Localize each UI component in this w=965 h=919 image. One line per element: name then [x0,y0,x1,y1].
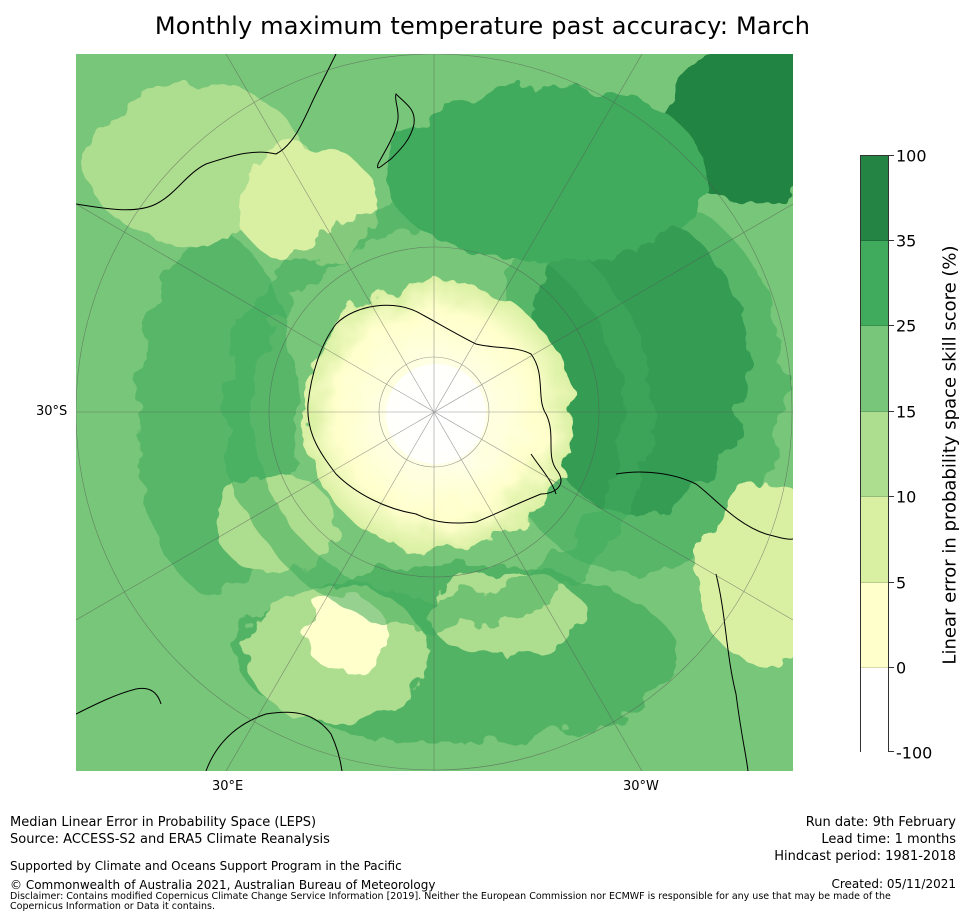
colorbar-tick-neg100: -100 [896,743,933,763]
graticule [76,54,793,771]
australia-coastline [76,54,337,211]
colorbar-tickmark [889,751,894,752]
colorbar-seg-0-5 [861,583,888,668]
colorbar-label: Linear error in probability space skill … [939,245,961,665]
antarctica-coastline [307,304,562,524]
colorbar-seg-35-100 [861,156,888,241]
lat-label-30s: 30°S [36,404,68,419]
map-panel[interactable] [76,54,793,771]
colorbar-tick-10: 10 [896,487,917,507]
colorbar-tick-100: 100 [896,146,927,166]
colorbar-tickmark [889,240,894,241]
colorbar-seg-10-15 [861,412,888,497]
antarctic-peninsula [530,453,557,495]
footer-hindcast: Hindcast period: 1981-2018 [774,849,956,864]
colorbar-tick-35: 35 [896,231,917,251]
footer-method: Median Linear Error in Probability Space… [10,814,330,848]
south-america-coastline [615,471,793,771]
colorbar-seg-25-35 [861,241,888,326]
colorbar-seg-neg100-0 [861,668,888,753]
new-zealand-coastline [377,93,415,169]
patch-light-se [696,484,793,664]
colorbar-tick-25: 25 [896,316,917,336]
colorbar-tick-15: 15 [896,402,917,422]
footer-disclaimer: Disclaimer: Contains modified Copernicus… [10,891,891,912]
lon-label-30w: 30°W [623,779,659,794]
colorbar-tickmark [889,582,894,583]
colorbar-tickmark [889,496,894,497]
antarctica-core [386,364,486,464]
colorbar-tickmark [889,411,894,412]
colorbar-tickmark [889,667,894,668]
footer-support: Supported by Climate and Oceans Support … [10,859,402,873]
colorbar-tick-5: 5 [896,573,907,593]
footer-method-line: Median Linear Error in Probability Space… [10,815,317,830]
lon-label-30e: 30°E [212,779,244,794]
colorbar-seg-5-10 [861,497,888,583]
ring-green-antarctica [223,199,653,629]
footer-created: Created: 05/11/2021 [831,877,956,891]
footer-copyright: © Commonwealth of Australia 2021, Austra… [10,878,436,892]
colorbar-tickmark [889,155,894,156]
colorbar-tickmark [889,325,894,326]
africa-coastline [76,687,343,771]
footer-run-date: Run date: 9th February [805,815,956,830]
colorbar [860,155,889,753]
colorbar-tick-0: 0 [896,658,907,678]
map-title: Monthly maximum temperature past accurac… [154,12,811,40]
footer-source-line: Source: ACCESS-S2 and ERA5 Climate Reana… [10,832,330,847]
footer-run-info: Run date: 9th February Lead time: 1 mont… [774,814,956,865]
polar-map [76,54,793,771]
colorbar-seg-15-25 [861,326,888,412]
footer-lead-time: Lead time: 1 months [821,832,956,847]
